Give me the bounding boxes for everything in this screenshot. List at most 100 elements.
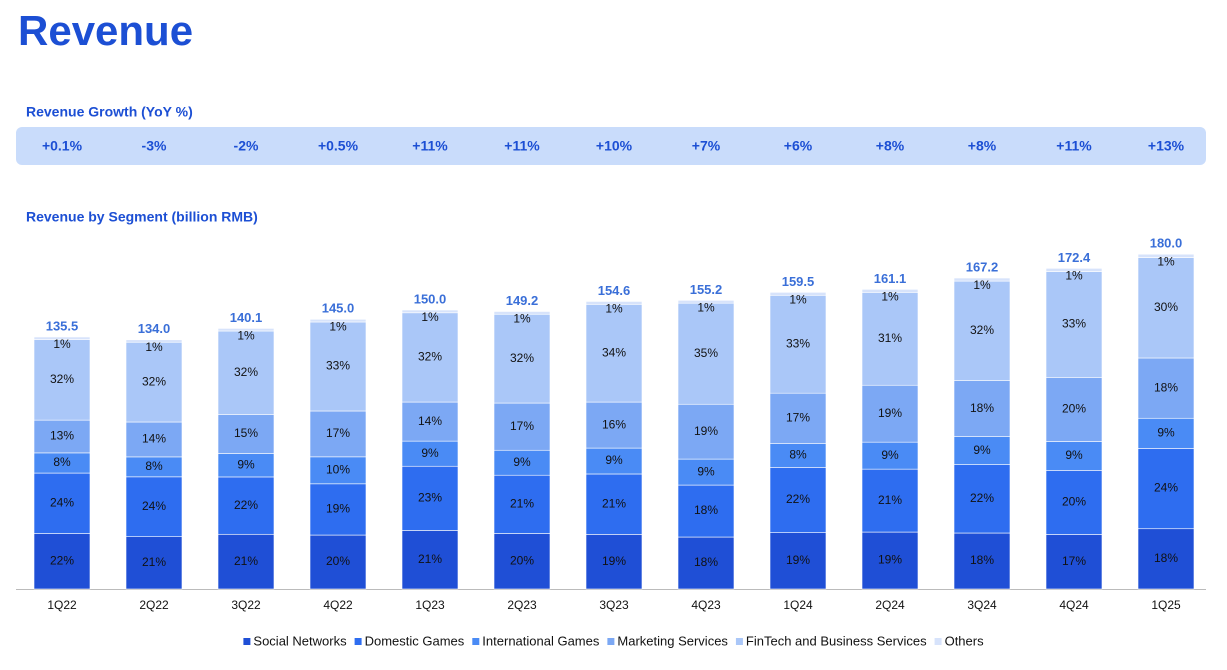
segment-label: 9%: [881, 448, 899, 462]
segment-label: 23%: [418, 490, 442, 504]
segment: [1045, 271, 1103, 378]
segment-label: 18%: [694, 555, 718, 569]
x-tick-label: 1Q24: [783, 598, 813, 612]
legend-label: International Games: [482, 633, 600, 648]
segment: [1045, 441, 1103, 471]
segment: [1045, 377, 1103, 442]
segment-label: 19%: [694, 424, 718, 438]
segment: [677, 458, 735, 486]
segment-label: 17%: [326, 426, 350, 440]
x-tick-label: 4Q24: [1059, 598, 1089, 612]
segment: [861, 384, 919, 443]
segment-label: 20%: [510, 553, 534, 567]
segment: [125, 476, 183, 537]
segment-label: 1%: [145, 340, 163, 354]
segment-label: 8%: [789, 448, 807, 462]
segment-label: 9%: [421, 446, 439, 460]
segment-label: 20%: [326, 554, 350, 568]
segment: [125, 339, 183, 343]
segment-label: 32%: [510, 351, 534, 365]
legend-swatch: [607, 638, 615, 645]
segment-label: 24%: [1154, 481, 1178, 495]
segment-label: 22%: [786, 492, 810, 506]
segment: [125, 536, 183, 590]
segment-label: 22%: [234, 498, 258, 512]
x-tick-label: 4Q23: [691, 598, 721, 612]
segment: [677, 300, 735, 304]
total-label: 140.1: [230, 310, 263, 325]
segment-label: 33%: [326, 359, 350, 373]
growth-label: +11%: [1056, 138, 1092, 154]
segment-label: 1%: [1065, 269, 1083, 283]
segment: [953, 532, 1011, 590]
segment: [953, 380, 1011, 437]
segment-label: 32%: [142, 374, 166, 388]
segment: [953, 464, 1011, 534]
segment-label: 17%: [1062, 554, 1086, 568]
segment-label: 22%: [970, 491, 994, 505]
total-label: 155.2: [690, 282, 723, 297]
segment-label: 1%: [421, 310, 439, 324]
segment-label: 1%: [329, 319, 347, 333]
chart-title: Revenue by Segment (billion RMB): [26, 209, 258, 225]
x-tick-label: 3Q23: [599, 598, 629, 612]
segment: [217, 476, 275, 535]
legend-swatch: [354, 638, 362, 645]
total-label: 159.5: [782, 274, 815, 289]
growth-label: +0.1%: [42, 138, 83, 154]
segment-label: 19%: [602, 554, 626, 568]
segment-label: 15%: [234, 426, 258, 440]
segment-label: 32%: [418, 350, 442, 364]
segment-label: 14%: [142, 432, 166, 446]
legend-swatch: [472, 638, 480, 645]
legend: Social Networks Domestic Games Internation…: [243, 633, 984, 648]
total-label: 150.0: [414, 291, 447, 306]
segment: [1137, 448, 1195, 530]
segment-label: 9%: [605, 453, 623, 467]
segment-label: 1%: [513, 312, 531, 326]
segment-label: 1%: [605, 302, 623, 316]
growth-label: -2%: [234, 138, 259, 154]
segment: [677, 536, 735, 590]
segment: [33, 533, 91, 590]
growth-label: +11%: [412, 138, 448, 154]
segment-label: 19%: [878, 553, 902, 567]
segment-label: 33%: [786, 336, 810, 350]
total-label: 180.0: [1150, 236, 1183, 251]
segment: [1137, 357, 1195, 419]
legend-label: Others: [945, 633, 985, 648]
x-tick-label: 4Q22: [323, 598, 353, 612]
segment: [677, 403, 735, 460]
segment-label: 8%: [145, 459, 163, 473]
growth-label: +8%: [876, 138, 905, 154]
segment: [585, 301, 643, 305]
segment: [769, 294, 827, 394]
segment-label: 22%: [50, 553, 74, 567]
segment: [493, 449, 551, 476]
segment: [401, 309, 459, 314]
segment-label: 9%: [973, 443, 991, 457]
segment: [309, 456, 367, 485]
segment: [1137, 257, 1195, 359]
segment-label: 1%: [237, 329, 255, 343]
segment: [953, 277, 1011, 282]
segment: [769, 392, 827, 444]
legend-swatch: [934, 638, 942, 645]
segment: [33, 472, 91, 534]
segment-label: 21%: [418, 552, 442, 566]
segment: [677, 484, 735, 538]
segment-label: 32%: [970, 323, 994, 337]
segment-label: 13%: [50, 429, 74, 443]
total-label: 172.4: [1058, 250, 1091, 265]
growth-label: +11%: [504, 138, 540, 154]
segment-label: 16%: [602, 417, 626, 431]
growth-band: [16, 127, 1206, 165]
segment: [585, 447, 643, 475]
segment-label: 18%: [1154, 551, 1178, 565]
segment: [585, 534, 643, 590]
x-tick-label: 1Q22: [47, 598, 77, 612]
segment-label: 1%: [973, 278, 991, 292]
x-tick-label: 2Q23: [507, 598, 537, 612]
segment: [309, 534, 367, 590]
